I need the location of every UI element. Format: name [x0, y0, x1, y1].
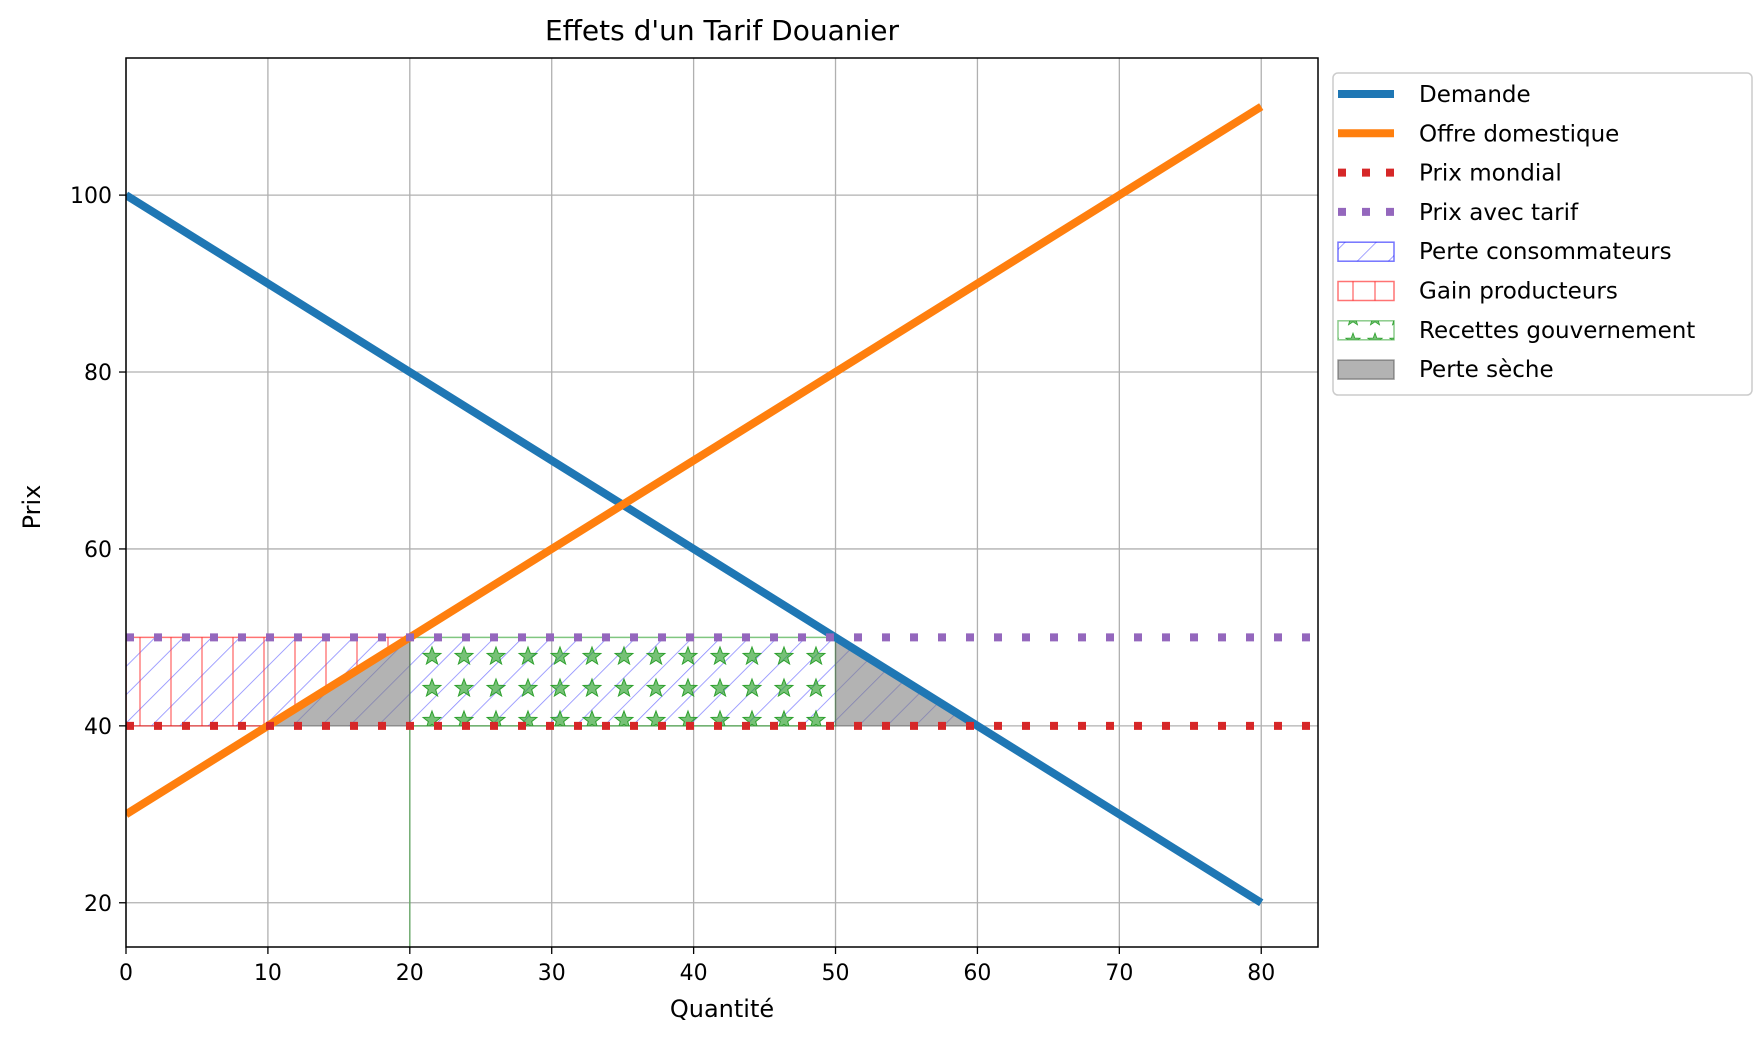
y-axis-ticks: 20 40 60 80 100: [70, 184, 126, 917]
legend-handle-patch: [1337, 241, 1395, 262]
x-tick-label: 0: [119, 961, 133, 986]
legend-label: Demande: [1419, 82, 1531, 108]
x-tick-label: 20: [396, 961, 424, 986]
x-tick-label: 70: [1105, 961, 1133, 986]
legend-label: Perte consommateurs: [1419, 239, 1672, 265]
x-tick-label: 80: [1247, 961, 1275, 986]
legend-handle-patch: [1337, 280, 1395, 302]
series-line-offre-domestique: [126, 103, 1264, 818]
x-tick-label: 10: [254, 961, 282, 986]
chart-title: Effets d'un Tarif Douanier: [545, 14, 900, 47]
y-tick-label: 20: [84, 892, 112, 917]
series-lines: [126, 103, 1318, 907]
x-tick-label: 60: [963, 961, 991, 986]
legend-label: Prix mondial: [1419, 161, 1562, 187]
legend-label: Perte sèche: [1419, 357, 1554, 383]
legend-handle-patch: [1337, 359, 1395, 380]
x-tick-label: 30: [538, 961, 566, 986]
y-axis-label: Prix: [18, 485, 46, 530]
legend-handle-patch: [1337, 320, 1395, 341]
shaded-areas: [126, 636, 980, 947]
y-tick-label: 80: [84, 361, 112, 386]
legend: Demande Offre domestique Prix mondial Prix …: [1332, 72, 1753, 396]
legend-label: Gain producteurs: [1419, 279, 1618, 305]
x-axis-ticks: 0 10 20 30 40 50 60 70 80: [119, 947, 1275, 986]
y-tick-label: 60: [84, 538, 112, 563]
x-axis-label: Quantité: [670, 995, 774, 1023]
legend-label: Prix avec tarif: [1419, 200, 1579, 226]
x-tick-label: 50: [822, 961, 850, 986]
plot-frame: [125, 57, 1319, 948]
x-tick-label: 40: [680, 961, 708, 986]
y-tick-label: 100: [70, 184, 112, 209]
legend-label: Offre domestique: [1419, 121, 1619, 147]
series-line-demande: [126, 191, 1264, 907]
y-tick-label: 40: [84, 715, 112, 740]
area-recettes-gouvernement: [409, 636, 837, 727]
legend-frame: [1332, 72, 1753, 396]
legend-label: Recettes gouvernement: [1419, 318, 1695, 344]
grid: [125, 58, 1318, 947]
